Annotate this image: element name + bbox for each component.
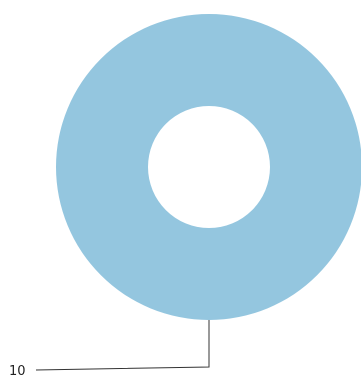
- leader-line-slice-1: [35, 320, 210, 371]
- donut-slice-1: [56, 14, 361, 320]
- data-label-slice-1: 10: [9, 364, 26, 376]
- leader-lines-layer: [35, 320, 210, 371]
- data-labels-layer: 10: [9, 364, 26, 376]
- slices-layer: [56, 14, 361, 320]
